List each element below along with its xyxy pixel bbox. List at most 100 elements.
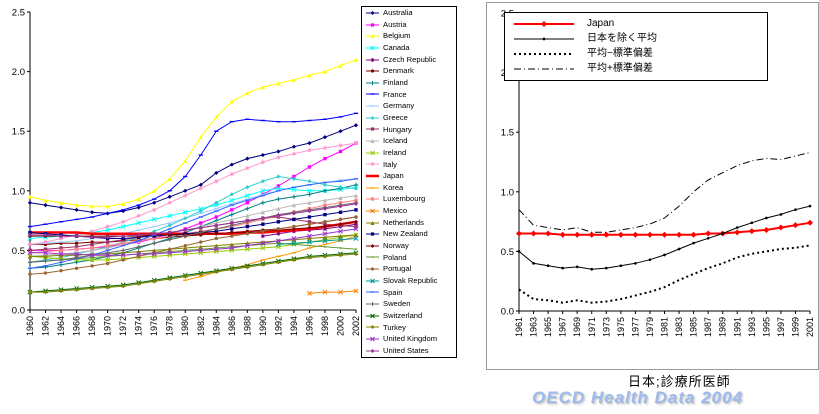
legend-item: Canada [365,44,455,52]
legend-item: Portugal [365,265,455,273]
svg-text:2.5: 2.5 [12,8,25,19]
legend-item: 日本を除く平均 [513,32,759,46]
legend-label: 平均−標準偏差 [587,48,653,59]
legend-item: United Kingdom [365,335,455,343]
legend-item: Norway [365,242,455,250]
legend-label: Czech Republic [383,54,437,64]
svg-text:1.5: 1.5 [12,127,25,138]
legend-label: 平均+標準偏差 [587,63,653,74]
legend-label: Italy [383,159,397,169]
legend-key-sample [514,53,574,55]
legend-item: Sweden [365,300,455,308]
legend-item: Korea [365,184,455,192]
svg-text:1979: 1979 [645,317,655,337]
legend-item: Ireland [365,149,455,157]
svg-text:1971: 1971 [587,317,597,337]
legend-key-sample [366,313,379,319]
svg-text:1980: 1980 [180,316,190,336]
svg-text:1987: 1987 [703,317,713,337]
legend-label: Iceland [383,136,408,146]
svg-text:1972: 1972 [118,316,128,336]
svg-text:1981: 1981 [660,317,670,337]
legend-key-sample [514,68,574,70]
legend-key-sample [366,291,379,294]
legend-label: Turkey [383,322,406,332]
legend-item: Switzerland [365,312,455,320]
legend-key-sample [366,348,379,353]
legend-label: 日本を除く平均 [587,33,657,44]
legend-label: Hungary [383,124,412,134]
legend-item: United States [365,347,455,355]
legend-key-sample [366,34,379,39]
legend-key-sample [366,105,379,107]
legend-key-sample [366,336,379,342]
legend-label: Japan [383,171,404,181]
legend-key-sample [366,267,379,271]
svg-text:1961: 1961 [514,317,524,337]
legend-key-sample [366,220,379,225]
legend-label: Norway [383,241,409,251]
svg-text:1998: 1998 [320,316,330,336]
svg-text:1994: 1994 [289,316,299,336]
legend-label: Netherlands [383,217,424,227]
legend-label: Portugal [383,264,412,274]
legend-label: Sweden [383,299,411,309]
legend-key-sample [366,256,379,259]
svg-text:1960: 1960 [25,316,35,336]
legend-label: United Kingdom [383,334,438,344]
legend-key-sample [366,208,379,214]
svg-text:1963: 1963 [529,317,539,337]
legend-label: Slovak Republic [383,275,438,285]
legend-item: Turkey [365,323,455,331]
legend-key-sample [366,11,379,15]
chart-subtitle: 日本;診療所医師 [628,374,731,389]
svg-text:2002: 2002 [351,316,361,336]
legend-item: 平均−標準偏差 [513,47,759,61]
legend-label: Luxembourg [383,194,426,204]
legend-label: Greece [383,112,408,122]
legend-item: Mexico [365,207,455,215]
legend-label: United States [383,345,429,355]
japan-vs-average-line-chart: 0.00.51.01.52.02.51961196319651967196919… [501,9,815,338]
svg-text:1992: 1992 [273,316,283,336]
legend-label: Switzerland [383,310,423,320]
legend-key-sample [366,45,379,51]
legend-label: France [383,89,407,99]
legend-item: Czech Republic [365,56,455,64]
legend-key-sample [366,127,379,132]
legend-label: Korea [383,182,404,192]
legend-label: Finland [383,78,408,88]
legend-key-sample [514,37,574,41]
legend-item: Denmark [365,67,455,75]
legend-key-sample [366,325,379,330]
svg-text:1.5: 1.5 [501,128,514,139]
legend-item: France [365,90,455,98]
legend-label: Ireland [383,147,407,157]
legend-label: Spain [383,287,403,297]
legend-key-sample [366,232,379,236]
legend-label: Poland [383,252,407,262]
legend-key-sample [366,57,379,62]
legend-label: New Zealand [383,229,428,239]
legend-item: Italy [365,160,455,168]
legend-key-sample [514,21,574,27]
legend-item: 平均+標準偏差 [513,62,759,76]
svg-text:1999: 1999 [790,317,800,337]
legend-label: Austria [383,19,407,29]
svg-text:1969: 1969 [572,317,582,337]
legend-item: Belgium [365,32,455,40]
legend-item: Finland [365,79,455,87]
legend-item: Greece [365,114,455,122]
svg-text:1.0: 1.0 [12,186,25,197]
svg-text:1966: 1966 [72,316,82,336]
svg-text:1977: 1977 [630,317,640,337]
svg-text:1976: 1976 [149,316,159,336]
legend-key-sample [366,115,379,120]
legend-item: Austria [365,21,455,29]
svg-text:1970: 1970 [103,316,113,336]
legend-label: Australia [383,8,413,18]
svg-text:1996: 1996 [304,316,314,336]
svg-text:0.5: 0.5 [12,246,25,257]
svg-text:1967: 1967 [558,317,568,337]
